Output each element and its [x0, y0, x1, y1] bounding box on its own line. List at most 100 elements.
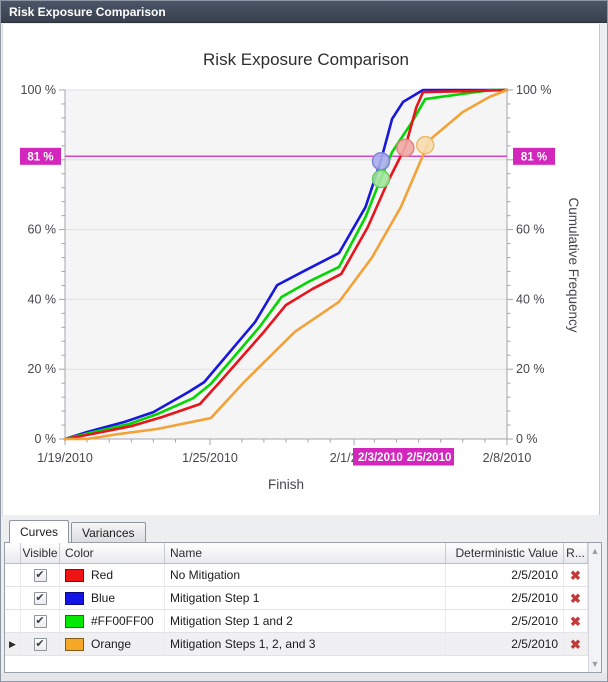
header-name[interactable]: Name: [165, 543, 446, 563]
color-swatch[interactable]: [65, 637, 84, 651]
remove-cell: ✖: [564, 633, 588, 655]
curves-table: Visible Color Name Deterministic Value R…: [4, 542, 602, 673]
color-name: #FF00FF00: [91, 614, 154, 628]
curve-orange[interactable]: [63, 88, 509, 441]
curve-name: Mitigation Step 1: [170, 591, 260, 605]
remove-curve-button[interactable]: ✖: [570, 590, 581, 606]
row-indicator: [5, 587, 21, 609]
x-tick-label: 1/25/2010: [182, 451, 238, 465]
row-indicator: ▶: [5, 633, 21, 655]
color-cell[interactable]: Orange: [60, 633, 165, 655]
color-cell[interactable]: Blue: [60, 587, 165, 609]
date-flag-2: [404, 448, 454, 466]
visible-checkbox[interactable]: ✔: [33, 591, 47, 605]
date-flag-2-label: 2/5/2010: [407, 452, 452, 464]
visible-cell: ✔: [21, 587, 60, 609]
deterministic-value-cell[interactable]: 2/5/2010: [446, 633, 564, 655]
header-visible-label: Visible: [22, 546, 58, 560]
color-name: Orange: [91, 637, 132, 651]
visible-cell: ✔: [21, 633, 60, 655]
marker-blue[interactable]: [371, 151, 391, 171]
x-tick-label: 1/19/2010: [37, 451, 93, 465]
header-color[interactable]: Color: [60, 543, 165, 563]
threshold-flag-left: [20, 147, 61, 165]
scroll-down-icon[interactable]: ▼: [590, 659, 600, 669]
marker-orange[interactable]: [415, 135, 435, 155]
plot-area: [65, 90, 507, 439]
grid-body: ✔ Red No Mitigation 2/5/2010 ✖ ✔ Blue Mitigatio…: [5, 564, 588, 656]
curve-blue[interactable]: [63, 88, 509, 441]
threshold-flag-left-label: 81 %: [27, 151, 53, 163]
color-name: Blue: [91, 591, 116, 605]
selected-row-arrow-icon: ▶: [9, 638, 16, 649]
header-visible[interactable]: Visible: [21, 543, 60, 563]
marker-green[interactable]: [371, 169, 391, 189]
tab-curves[interactable]: Curves: [9, 520, 70, 543]
risk-exposure-chart: 0 %0 %20 %20 %40 %40 %60 %60 %80 %80 %10…: [20, 50, 581, 492]
window-title: Risk Exposure Comparison: [9, 5, 166, 19]
visible-checkbox[interactable]: ✔: [33, 637, 47, 651]
visible-checkbox[interactable]: ✔: [33, 568, 47, 582]
color-name: Red: [91, 568, 114, 582]
header-remove[interactable]: R...: [564, 543, 588, 563]
header-deterministic-value[interactable]: Deterministic Value: [446, 543, 564, 563]
row-indicator: [5, 564, 21, 586]
x-axis-title: Finish: [268, 477, 304, 492]
chart-title: Risk Exposure Comparison: [203, 50, 409, 69]
y-tick-label-right: 20 %: [516, 362, 545, 376]
deterministic-value: 2/5/2010: [511, 614, 558, 628]
color-cell[interactable]: #FF00FF00: [60, 610, 165, 632]
table-row-2[interactable]: ✔ Blue Mitigation Step 1 2/5/2010 ✖: [5, 587, 588, 610]
table-scrollbar[interactable]: ▲ ▼: [588, 543, 601, 672]
table-row-1[interactable]: ✔ Red No Mitigation 2/5/2010 ✖: [5, 564, 588, 587]
deterministic-value-cell[interactable]: 2/5/2010: [446, 610, 564, 632]
name-cell[interactable]: Mitigation Steps 1, 2, and 3: [165, 633, 446, 655]
x-tick-label: 2/8/2010: [483, 451, 532, 465]
name-cell[interactable]: Mitigation Step 1 and 2: [165, 610, 446, 632]
name-cell[interactable]: Mitigation Step 1: [165, 587, 446, 609]
curve-green[interactable]: [63, 88, 509, 441]
date-flag-1: [353, 448, 413, 466]
remove-cell: ✖: [564, 610, 588, 632]
header-color-label: Color: [65, 546, 94, 560]
table-row-3[interactable]: ✔ #FF00FF00 Mitigation Step 1 and 2 2/5/201…: [5, 610, 588, 633]
y-tick-label-right: 0 %: [516, 432, 538, 446]
remove-curve-button[interactable]: ✖: [570, 613, 581, 629]
y-tick-label-left: 40 %: [28, 292, 57, 306]
y-tick-label-left: 60 %: [28, 223, 57, 237]
y-tick-label-left: 20 %: [28, 362, 57, 376]
deterministic-value-cell[interactable]: 2/5/2010: [446, 564, 564, 586]
marker-red[interactable]: [396, 138, 415, 158]
chart-panel: 0 %0 %20 %20 %40 %40 %60 %60 %80 %80 %10…: [2, 24, 600, 515]
name-cell[interactable]: No Mitigation: [165, 564, 446, 586]
color-cell[interactable]: Red: [60, 564, 165, 586]
header-indicator: [5, 543, 21, 563]
curve-name: No Mitigation: [170, 568, 241, 582]
visible-cell: ✔: [21, 564, 60, 586]
color-swatch[interactable]: [65, 614, 84, 628]
table-row-4[interactable]: ▶ ✔ Orange Mitigation Steps 1, 2, and 3 2/5/…: [5, 633, 588, 656]
y-axis-title-right: Cumulative Frequency: [566, 197, 581, 332]
header-deterministic-label: Deterministic Value: [455, 546, 558, 560]
deterministic-value: 2/5/2010: [511, 591, 558, 605]
threshold-flag-right-label: 81 %: [521, 151, 547, 163]
color-swatch[interactable]: [65, 568, 84, 582]
visible-checkbox[interactable]: ✔: [33, 614, 47, 628]
window-titlebar[interactable]: Risk Exposure Comparison: [1, 1, 607, 23]
scroll-up-icon[interactable]: ▲: [590, 546, 600, 556]
row-indicator: [5, 610, 21, 632]
y-tick-label-right: 100 %: [516, 83, 551, 97]
y-tick-label-right: 40 %: [516, 292, 545, 306]
tab-variances[interactable]: Variances: [71, 522, 146, 542]
remove-curve-button[interactable]: ✖: [570, 567, 581, 583]
header-remove-label: R...: [566, 546, 585, 560]
curve-red[interactable]: [63, 88, 509, 441]
header-name-label: Name: [170, 546, 203, 560]
tab-variances-label: Variances: [82, 525, 135, 540]
color-swatch[interactable]: [65, 591, 84, 605]
remove-curve-button[interactable]: ✖: [570, 636, 581, 652]
curve-name: Mitigation Step 1 and 2: [170, 614, 293, 628]
deterministic-value-cell[interactable]: 2/5/2010: [446, 587, 564, 609]
threshold-flag-right: [513, 147, 555, 165]
